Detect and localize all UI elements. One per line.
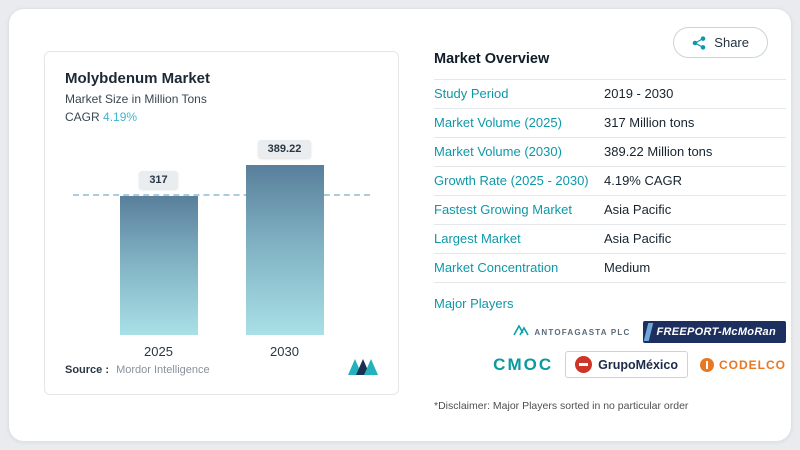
row-label: Largest Market — [434, 231, 521, 246]
share-icon — [692, 35, 706, 50]
table-row: Fastest Growing Market Asia Pacific — [434, 196, 786, 225]
row-value: Medium — [604, 260, 651, 275]
table-row: Market Volume (2030) 389.22 Million tons — [434, 138, 786, 167]
bar-value-label-2030: 389.22 — [257, 139, 312, 158]
bar-value-label-2025: 317 — [139, 171, 178, 190]
antofagasta-mountain-icon — [513, 323, 530, 341]
table-row: Market Concentration Medium — [434, 254, 786, 283]
major-players-logos: ANTOFAGASTA PLC FREEPORT-McMoRan CMOC Gr… — [434, 321, 786, 378]
row-value: Asia Pacific — [604, 231, 672, 246]
row-value: 389.22 Million tons — [604, 144, 713, 159]
x-label-2030: 2030 — [270, 344, 299, 359]
x-label-2025: 2025 — [144, 344, 173, 359]
chart-title: Molybdenum Market — [65, 70, 211, 87]
table-row: Market Volume (2025) 317 Million tons — [434, 109, 786, 138]
source-label: Source : — [65, 363, 110, 376]
codelco-label: CODELCO — [719, 357, 786, 372]
mordor-intelligence-logo — [348, 359, 378, 380]
bar-2030 — [245, 164, 324, 335]
row-value: 2019 - 2030 — [604, 86, 674, 101]
codelco-circle-icon — [700, 357, 714, 372]
report-card: Share Molybdenum Market Market Size in M… — [8, 8, 792, 442]
row-label: Study Period — [434, 86, 509, 101]
market-overview-panel: Market Overview Study Period 2019 - 2030… — [434, 51, 786, 412]
cagr-value: 4.19% — [103, 110, 138, 124]
cagr-label: CAGR — [65, 110, 100, 124]
row-label: Growth Rate (2025 - 2030) — [434, 173, 589, 188]
player-antofagasta-logo: ANTOFAGASTA PLC — [513, 323, 630, 341]
player-freeport-logo: FREEPORT-McMoRan — [642, 321, 786, 343]
bar-2025 — [119, 196, 198, 335]
antofagasta-label: ANTOFAGASTA PLC — [534, 327, 631, 337]
overview-heading: Market Overview — [434, 51, 550, 67]
freeport-label: FREEPORT-McMoRan — [656, 326, 776, 338]
bar-chart-plot: 317 389.22 — [65, 138, 378, 335]
overview-table: Study Period 2019 - 2030 Market Volume (… — [434, 79, 786, 283]
row-value: 4.19% CAGR — [604, 173, 683, 188]
source-row: Source : Mordor Intelligence — [65, 359, 378, 380]
players-row-1: ANTOFAGASTA PLC FREEPORT-McMoRan — [513, 321, 786, 343]
row-label: Fastest Growing Market — [434, 202, 572, 217]
major-players-label: Major Players — [434, 296, 514, 311]
source-text: Source : Mordor Intelligence — [65, 364, 210, 376]
player-cmoc-logo: CMOC — [493, 354, 554, 374]
bar-column-2030: 389.22 — [245, 138, 324, 335]
market-size-chart-card: Molybdenum Market Market Size in Million… — [44, 51, 399, 395]
player-grupomexico-logo: GrupoMéxico — [565, 351, 688, 378]
players-row-2: CMOC GrupoMéxico CODELCO — [493, 351, 786, 378]
table-row: Growth Rate (2025 - 2030) 4.19% CAGR — [434, 167, 786, 196]
reference-line — [73, 194, 370, 197]
bar-column-2025: 317 — [119, 138, 198, 335]
row-label: Market Concentration — [434, 260, 559, 275]
table-row: Study Period 2019 - 2030 — [434, 80, 786, 109]
player-codelco-logo: CODELCO — [700, 357, 786, 372]
disclaimer-text: *Disclaimer: Major Players sorted in no … — [434, 400, 689, 412]
share-label: Share — [714, 35, 749, 50]
chart-cagr: CAGR 4.19% — [65, 110, 378, 124]
grupomexico-label: GrupoMéxico — [598, 357, 678, 372]
table-row: Largest Market Asia Pacific — [434, 225, 786, 254]
grupomexico-circle-icon — [575, 356, 593, 373]
source-value: Mordor Intelligence — [116, 363, 210, 376]
chart-subtitle: Market Size in Million Tons — [65, 92, 207, 106]
row-value: Asia Pacific — [604, 202, 672, 217]
x-axis-labels: 2025 2030 — [65, 344, 378, 359]
row-label: Market Volume (2030) — [434, 144, 562, 159]
row-value: 317 Million tons — [604, 115, 695, 130]
share-button[interactable]: Share — [673, 27, 768, 58]
row-label: Market Volume (2025) — [434, 115, 562, 130]
